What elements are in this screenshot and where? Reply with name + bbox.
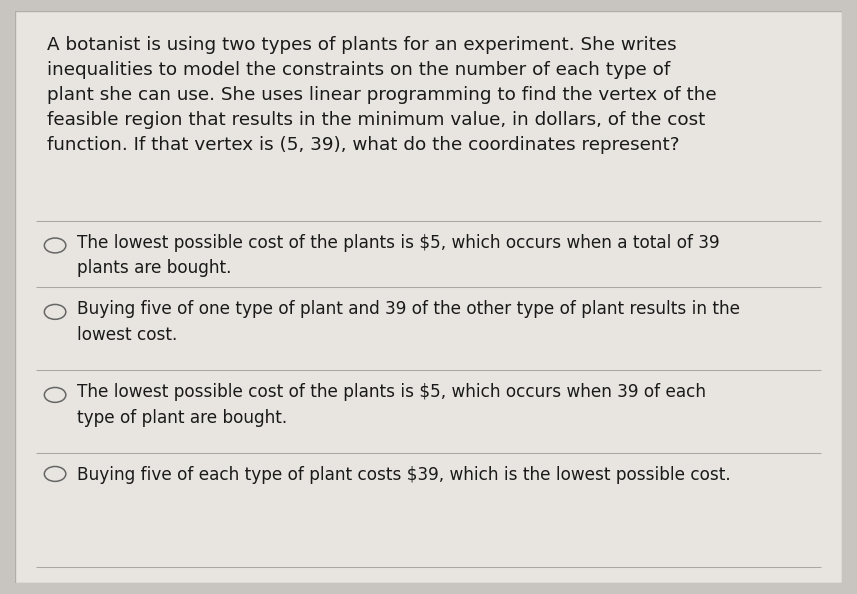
FancyBboxPatch shape bbox=[15, 11, 842, 583]
Text: A botanist is using two types of plants for an experiment. She writes
inequaliti: A botanist is using two types of plants … bbox=[47, 36, 716, 154]
Text: Buying five of one type of plant and 39 of the other type of plant results in th: Buying five of one type of plant and 39 … bbox=[77, 301, 740, 344]
Text: The lowest possible cost of the plants is $5, which occurs when 39 of each
type : The lowest possible cost of the plants i… bbox=[77, 384, 706, 426]
Text: The lowest possible cost of the plants is $5, which occurs when a total of 39
pl: The lowest possible cost of the plants i… bbox=[77, 234, 720, 277]
Text: Buying five of each type of plant costs $39, which is the lowest possible cost.: Buying five of each type of plant costs … bbox=[77, 466, 731, 485]
